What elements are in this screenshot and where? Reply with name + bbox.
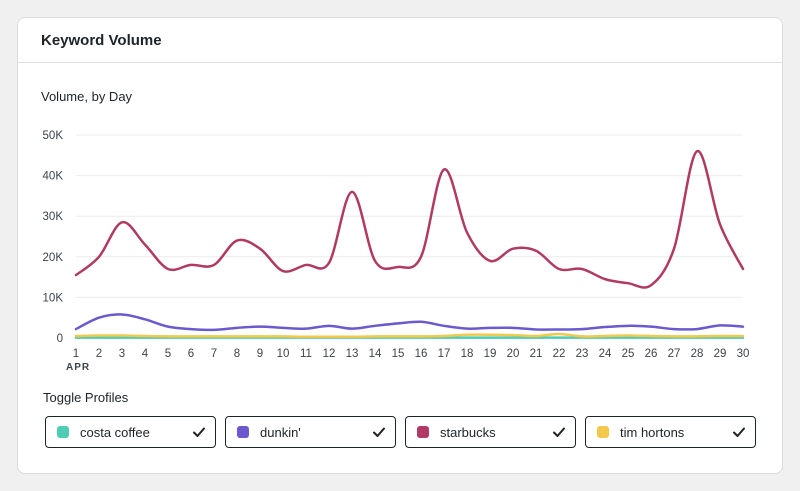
chart-title: Volume, by Day — [41, 89, 133, 104]
x-tick-label: 22 — [553, 348, 566, 360]
x-tick-label: 23 — [576, 348, 589, 360]
x-tick-label: 18 — [461, 348, 474, 360]
toggle-costa-coffee[interactable]: costa coffee — [45, 416, 216, 448]
check-icon — [193, 427, 205, 437]
x-tick-label: 21 — [530, 348, 543, 360]
x-tick-label: 9 — [257, 348, 263, 360]
costa-coffee-swatch — [57, 426, 69, 438]
toggle-label: costa coffee — [80, 424, 150, 440]
x-tick-label: 3 — [119, 348, 125, 360]
x-tick-label: 17 — [438, 348, 451, 360]
starbucks-swatch — [417, 426, 429, 438]
x-tick-label: 4 — [142, 348, 149, 360]
keyword-volume-card: Keyword Volume Volume, by Day 0 10K 20K 30K… — [17, 17, 783, 474]
dunkin-swatch — [237, 426, 249, 438]
x-tick-label: 27 — [668, 348, 681, 360]
profile-toggles: costa coffee dunkin' starbucks tim horto… — [45, 416, 756, 448]
toggle-dunkin[interactable]: dunkin' — [225, 416, 396, 448]
x-tick-label: 16 — [415, 348, 428, 360]
x-sublabel: APR — [66, 362, 90, 373]
toggle-tim-hortons[interactable]: tim hortons — [585, 416, 756, 448]
y-tick-label: 10K — [43, 292, 64, 304]
toggle-label: dunkin' — [260, 424, 301, 440]
tim-hortons-swatch — [597, 426, 609, 438]
x-tick-label: 24 — [599, 348, 612, 360]
x-tick-label: 7 — [211, 348, 217, 360]
toggle-profiles-title: Toggle Profiles — [43, 390, 129, 405]
x-tick-label: 8 — [234, 348, 240, 360]
x-tick-label: 26 — [645, 348, 658, 360]
y-tick-label: 40K — [43, 171, 64, 183]
y-tick-label: 30K — [43, 211, 64, 223]
x-tick-label: 5 — [165, 348, 171, 360]
check-icon — [733, 427, 745, 437]
y-tick-label: 20K — [43, 252, 64, 264]
x-tick-label: 28 — [691, 348, 704, 360]
series-line-tim-hortons — [74, 332, 745, 339]
toggle-starbucks[interactable]: starbucks — [405, 416, 576, 448]
x-tick-label: 12 — [323, 348, 336, 360]
x-tick-label: 10 — [277, 348, 290, 360]
series-line-starbucks — [74, 149, 745, 289]
check-icon — [553, 427, 565, 437]
check-icon — [373, 427, 385, 437]
y-tick-label: 0 — [57, 333, 63, 345]
x-tick-label: 25 — [622, 348, 635, 360]
toggle-label: starbucks — [440, 424, 496, 440]
card-title: Keyword Volume — [41, 31, 162, 49]
x-tick-label: 13 — [346, 348, 359, 360]
x-tick-label: 30 — [737, 348, 750, 360]
x-tick-label: 15 — [392, 348, 405, 360]
x-tick-label: 19 — [484, 348, 497, 360]
x-tick-label: 14 — [369, 348, 382, 360]
y-tick-label: 50K — [43, 130, 64, 142]
x-tick-label: 29 — [714, 348, 727, 360]
toggle-label: tim hortons — [620, 424, 685, 440]
x-tick-label: 11 — [300, 348, 312, 360]
series-line-dunkin — [74, 313, 745, 332]
x-tick-label: 1 — [73, 348, 79, 360]
x-tick-label: 2 — [96, 348, 102, 360]
x-tick-label: 6 — [188, 348, 194, 360]
card-header: Keyword Volume — [18, 18, 782, 63]
x-tick-label: 20 — [507, 348, 520, 360]
